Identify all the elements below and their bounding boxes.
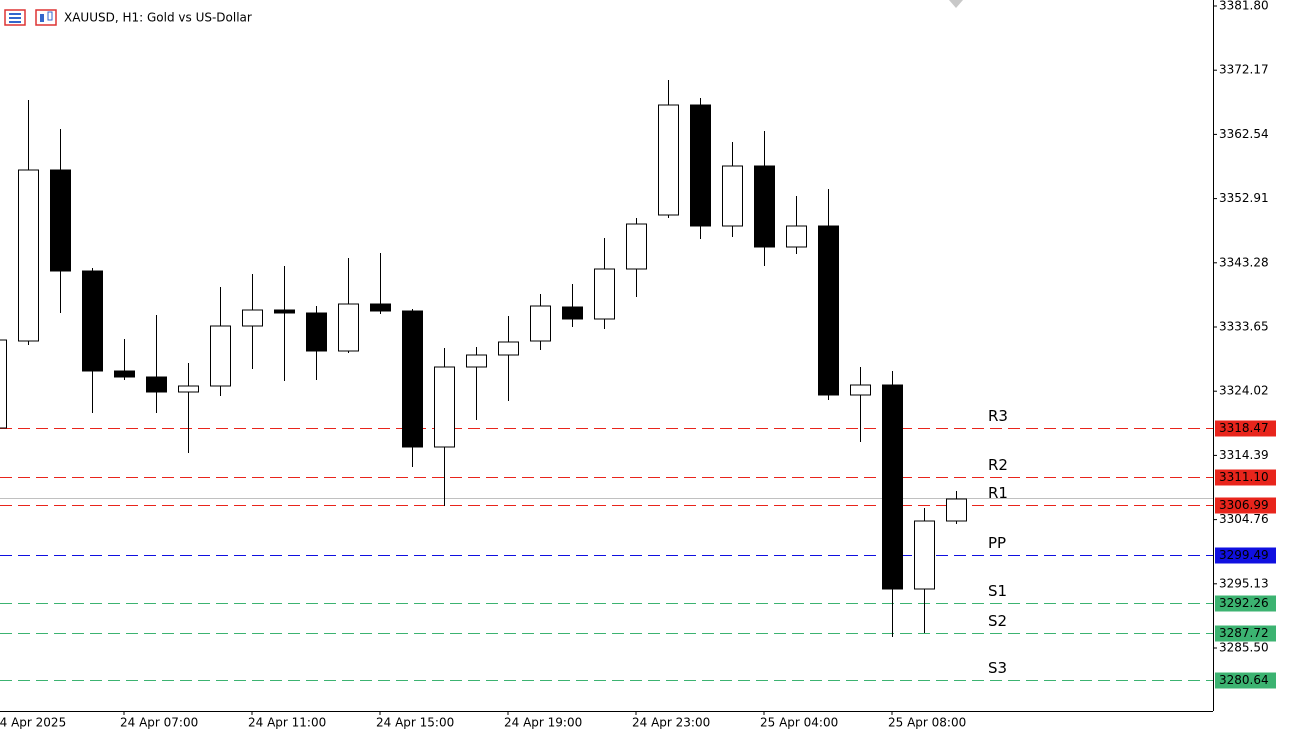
pivot-value-label: 3280.64	[1219, 673, 1269, 687]
pivot-value-box	[1215, 469, 1276, 486]
candle-body	[434, 366, 455, 448]
y-tick-label: 3314.39	[1219, 448, 1269, 462]
shift-marker	[949, 0, 963, 8]
pivot-name: R1	[988, 484, 1008, 502]
x-tick-label: 24 Apr 19:00	[504, 716, 582, 730]
pivot-value-label: 3292.26	[1219, 596, 1269, 610]
pivot-value-label: 3311.10	[1219, 470, 1269, 484]
x-tick-label: 24 Apr 23:00	[632, 716, 710, 730]
candle-body	[306, 312, 327, 352]
candle-body	[722, 165, 743, 227]
x-tick-label: 25 Apr 08:00	[888, 716, 966, 730]
y-tick-label: 3381.80	[1219, 0, 1269, 13]
x-tick-label: 25 Apr 04:00	[760, 716, 838, 730]
pivot-value-box	[1215, 547, 1276, 564]
x-tick-label: 24 Apr 11:00	[248, 716, 326, 730]
y-tick-label: 3362.54	[1219, 127, 1269, 141]
menu-icon	[4, 9, 26, 26]
x-tick-label: 24 Apr 15:00	[376, 716, 454, 730]
pivot-name: PP	[988, 534, 1006, 552]
candle-body	[82, 270, 103, 372]
y-tick-label: 3324.02	[1219, 384, 1269, 398]
candle-body	[530, 305, 551, 342]
y-tick-label: 3352.91	[1219, 191, 1269, 205]
plot-area: R3 R2 R1 PP S1 S2 S3	[0, 80, 1213, 681]
candle-body	[178, 385, 199, 393]
candle-body	[626, 223, 647, 270]
candle-body	[402, 310, 423, 448]
chart-icon	[35, 9, 57, 26]
x-tick-label: 24 Apr 07:00	[120, 716, 198, 730]
pivot-value-label: 3299.49	[1219, 548, 1269, 562]
candle-body	[466, 354, 487, 368]
candle-body	[146, 376, 167, 393]
candle-body	[818, 225, 839, 396]
candle-body	[338, 303, 359, 352]
pivot-value-box	[1215, 595, 1276, 612]
candle-body	[850, 384, 871, 396]
candle-body	[370, 303, 391, 312]
y-tick-label: 3285.50	[1219, 641, 1269, 655]
pivot-value-box	[1215, 625, 1276, 642]
candle-body	[210, 325, 231, 387]
candle-body	[754, 165, 775, 248]
candle-body	[18, 169, 39, 342]
chart-title: XAUUSD, H1: Gold vs US-Dollar	[64, 11, 252, 25]
pivot-name: R2	[988, 456, 1008, 474]
candle-body	[562, 306, 583, 320]
y-tick-label: 3343.28	[1219, 255, 1269, 269]
candle-body	[114, 370, 135, 378]
pivot-value-label: 3306.99	[1219, 498, 1269, 512]
pivot-name: R3	[988, 407, 1008, 425]
y-tick-label: 3304.76	[1219, 512, 1269, 526]
candle-body	[498, 341, 519, 356]
pivot-name: S2	[988, 612, 1007, 630]
pivot-value-box	[1215, 672, 1276, 689]
pivot-name: S3	[988, 659, 1007, 677]
candle-body	[274, 309, 295, 314]
pivot-name: S1	[988, 582, 1007, 600]
candle-body	[50, 169, 71, 272]
candle-body	[946, 498, 967, 522]
y-tick-label: 3372.17	[1219, 63, 1269, 77]
x-tick-label: 24 Apr 2025	[0, 716, 66, 730]
candle-body	[658, 104, 679, 216]
candle-body	[882, 384, 903, 590]
pivot-value-box	[1215, 420, 1276, 437]
pivot-value-label: 3318.47	[1219, 421, 1269, 435]
candle-body	[0, 339, 7, 429]
candle-body	[914, 520, 935, 590]
pivot-value-label: 3287.72	[1219, 626, 1269, 640]
y-tick-label: 3295.13	[1219, 576, 1269, 590]
candle-body	[242, 309, 263, 327]
candle-body	[786, 225, 807, 248]
candle-body	[690, 104, 711, 227]
y-tick-label: 3333.65	[1219, 320, 1269, 334]
candle-body	[594, 268, 615, 320]
pivot-value-box	[1215, 497, 1276, 514]
